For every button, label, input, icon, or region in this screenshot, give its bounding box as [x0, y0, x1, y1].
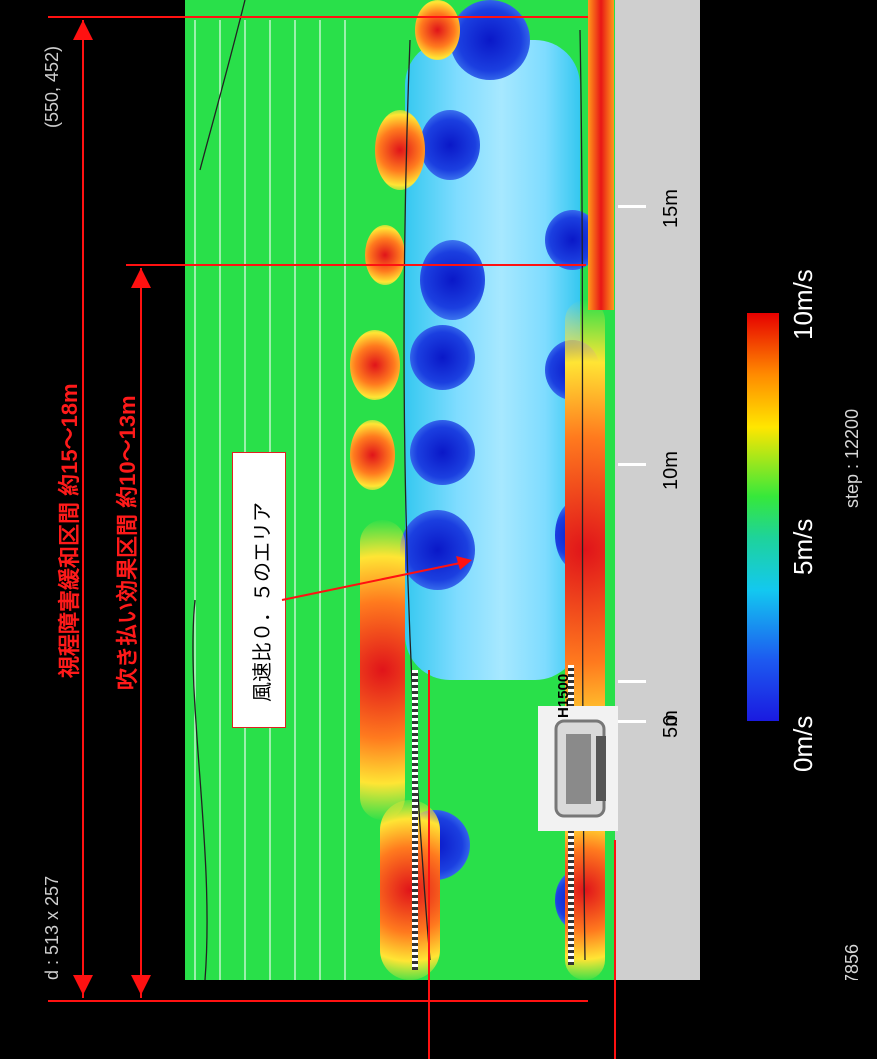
blowoff-range-label: 吹き払い効果区間 約10～13m: [115, 395, 140, 690]
low-speed-blob: [410, 420, 475, 485]
high-speed-spot: [350, 330, 400, 400]
range-line-mid: [126, 264, 586, 266]
wind-field: [185, 0, 625, 980]
coordinate-label: (550, 452): [42, 45, 62, 128]
fence-line: [428, 670, 430, 1059]
callout-arrow: [281, 556, 472, 601]
wind-ratio-callout: [232, 452, 286, 728]
high-speed-spot: [415, 0, 460, 60]
colorbar-mid-label: 5m/s: [788, 518, 818, 575]
axis-tick: [618, 463, 646, 466]
step-label: step : 12200: [842, 408, 862, 508]
axis-tick-label: 10m: [660, 451, 682, 490]
axis-tick-label: 5m: [660, 710, 682, 738]
low-speed-blob: [420, 240, 485, 320]
vehicle-image: [538, 706, 618, 831]
low-speed-blob: [450, 0, 530, 80]
range-line-top: [48, 16, 588, 18]
range-line-bottom: [48, 1000, 588, 1002]
low-speed-blob: [410, 325, 475, 390]
high-speed-spot: [365, 225, 405, 285]
high-speed-strip: [380, 800, 440, 980]
wind-ratio-label: 風速比０．５のエリア: [252, 502, 274, 702]
high-speed-spot: [375, 110, 425, 190]
colorbar-max-label: 10m/s: [788, 269, 818, 340]
low-speed-blob: [400, 510, 475, 590]
visibility-arrow-heads: [73, 20, 93, 995]
road-edge-line: [614, 840, 616, 1059]
bottom-band: [0, 980, 877, 1059]
axis-tick-label: 15m: [660, 189, 682, 228]
axis-tick: [618, 720, 646, 723]
fence-left: [412, 670, 418, 970]
visibility-range-arrow: [82, 20, 84, 998]
high-speed-spot: [350, 420, 395, 490]
ground-area: [615, 0, 700, 980]
blowoff-range-arrow: [140, 268, 142, 998]
truck-icon: [554, 719, 606, 818]
fence-height-label: H1500: [555, 673, 572, 718]
colorbar-min-label: 0m/s: [788, 715, 818, 772]
ground-jet: [588, 0, 614, 310]
visibility-range-label: 視程障害緩和区間 約15～18m: [57, 383, 82, 678]
high-speed-strip: [360, 520, 405, 820]
colorbar: [747, 313, 779, 721]
axis-tick: [618, 680, 646, 683]
low-speed-blob: [420, 110, 480, 180]
blowoff-arrow-heads: [131, 268, 151, 995]
axis-tick: [618, 205, 646, 208]
